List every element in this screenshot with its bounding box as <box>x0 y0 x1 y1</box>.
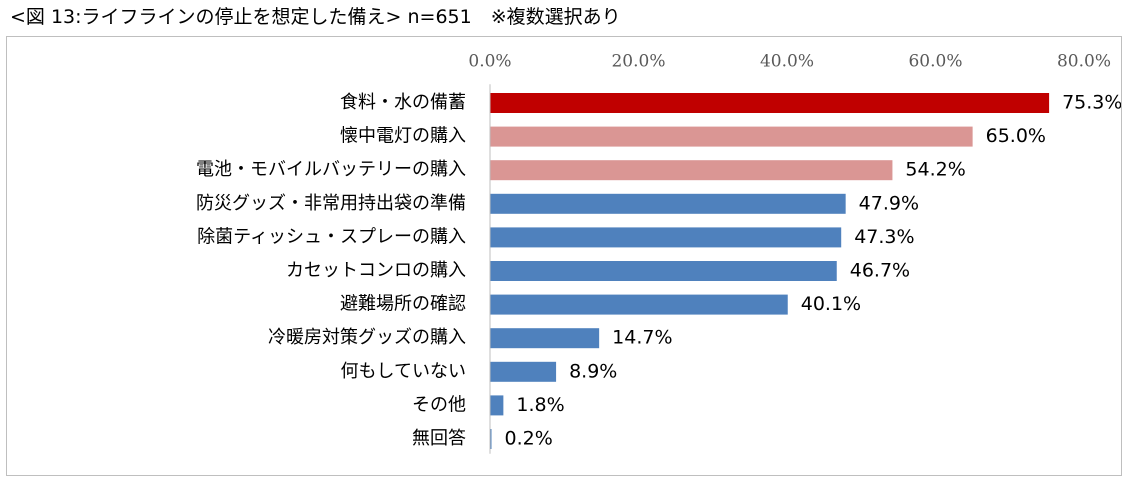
category-label: その他 <box>412 394 466 415</box>
category-label: 防災グッズ・非常用持出袋の準備 <box>196 193 466 214</box>
bar <box>490 294 788 315</box>
data-label: 1.8% <box>516 394 564 416</box>
category-label: 懐中電灯の購入 <box>340 126 466 147</box>
category-label: 無回答 <box>412 428 466 449</box>
category-label: 避難場所の確認 <box>340 294 466 315</box>
category-label: 電池・モバイルバッテリーの購入 <box>196 159 466 180</box>
x-tick-label: 80.0% <box>1057 52 1111 72</box>
bar <box>490 328 600 349</box>
value-labels: 75.3% 65.0% 54.2% 47.9% 47.3% 46.7% 40.1% 14.7%… <box>504 92 1121 450</box>
category-label: 何もしていない <box>341 361 466 382</box>
x-tick-label: 40.0% <box>760 52 814 72</box>
bar <box>490 361 557 382</box>
bar <box>490 395 504 416</box>
bar <box>490 93 1050 113</box>
category-label: 食料・水の備蓄 <box>340 92 466 113</box>
bar <box>490 160 893 181</box>
data-label: 54.2% <box>905 159 965 181</box>
category-labels: 食料・水の備蓄懐中電灯の購入電池・モバイルバッテリーの購入防災グッズ・非常用持出… <box>196 92 466 449</box>
figure-title: <図 13:ライフラインの停止を想定した備え> n=651 ※複数選択あり <box>10 6 621 28</box>
data-label: 47.3% <box>854 226 914 248</box>
category-label: 冷暖房対策グッズの購入 <box>268 327 466 348</box>
bar-series <box>490 93 1050 449</box>
category-label: 除菌ティッシュ・スプレーの購入 <box>197 226 466 247</box>
data-label: 40.1% <box>801 293 861 315</box>
bar-chart: 0.0% 20.0% 40.0% 60.0% 80.0% 食料・水の備蓄懐中電灯の購入電… <box>196 52 1121 454</box>
x-tick-label: 20.0% <box>611 52 665 72</box>
data-label: 75.3% <box>1062 92 1121 114</box>
bar <box>490 227 842 248</box>
bar <box>490 429 492 449</box>
data-label: 46.7% <box>850 260 910 282</box>
x-tick-label: 60.0% <box>908 52 962 72</box>
chart-area: 0.0% 20.0% 40.0% 60.0% 80.0% 食料・水の備蓄 懐中電灯の購入電… <box>6 36 1122 476</box>
category-label: カセットコンロの購入 <box>286 260 466 281</box>
bar <box>490 261 837 281</box>
bar <box>490 193 846 214</box>
data-label: 8.9% <box>569 360 617 382</box>
x-tick-label: 0.0% <box>468 52 511 72</box>
data-label: 14.7% <box>612 327 672 349</box>
x-axis-ticks: 0.0% 20.0% 40.0% 60.0% 80.0% <box>468 52 1111 72</box>
data-label: 0.2% <box>504 428 552 450</box>
data-label: 47.9% <box>859 192 919 214</box>
bar <box>490 126 973 147</box>
data-label: 65.0% <box>986 125 1046 147</box>
